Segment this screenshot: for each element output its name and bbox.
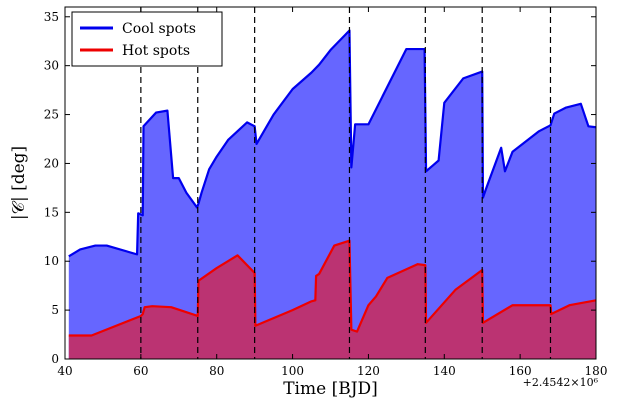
legend-label-hot-spots: Hot spots <box>122 43 190 59</box>
y-tick-label: 35 <box>44 10 59 24</box>
x-tick-label: 100 <box>281 364 304 378</box>
x-tick-label: 160 <box>509 364 532 378</box>
x-tick-label: 120 <box>357 364 380 378</box>
x-tick-labels: 40 60 80 100 120 140 160 180 <box>57 364 607 378</box>
y-tick-label: 10 <box>44 254 59 268</box>
area-cool-spots <box>68 30 597 359</box>
legend-box <box>71 11 223 67</box>
y-tick-label: 5 <box>51 303 59 317</box>
x-tick-label: 180 <box>585 364 608 378</box>
area-layer <box>68 30 597 359</box>
legend-label-cool-spots: Cool spots <box>122 21 196 37</box>
line-cool-spots <box>68 29 597 258</box>
x-tick-label: 80 <box>209 364 224 378</box>
x-tick-label: 40 <box>57 364 72 378</box>
y-tick-label: 15 <box>44 205 59 219</box>
x-tick-label: 60 <box>133 364 148 378</box>
x-axis-label: Time [BJD] <box>283 379 378 399</box>
y-tick-labels: 0 5 10 15 20 25 30 35 <box>44 10 59 366</box>
tick-marks <box>64 7 597 360</box>
y-tick-label: 20 <box>44 156 59 170</box>
y-axis-label: |𝒞| [deg] <box>9 146 29 220</box>
plot-frame <box>64 6 597 360</box>
x-offset-label: +2.4542×10⁶ <box>523 376 599 389</box>
y-tick-label: 0 <box>51 352 59 366</box>
plot-area <box>68 7 597 359</box>
area-hot-spots <box>68 240 597 359</box>
legend: Cool spots Hot spots <box>71 11 223 67</box>
x-tick-label: 140 <box>433 364 456 378</box>
vertical-dashed-lines <box>140 7 552 359</box>
y-tick-label: 25 <box>44 108 59 122</box>
y-tick-label: 30 <box>44 59 59 73</box>
